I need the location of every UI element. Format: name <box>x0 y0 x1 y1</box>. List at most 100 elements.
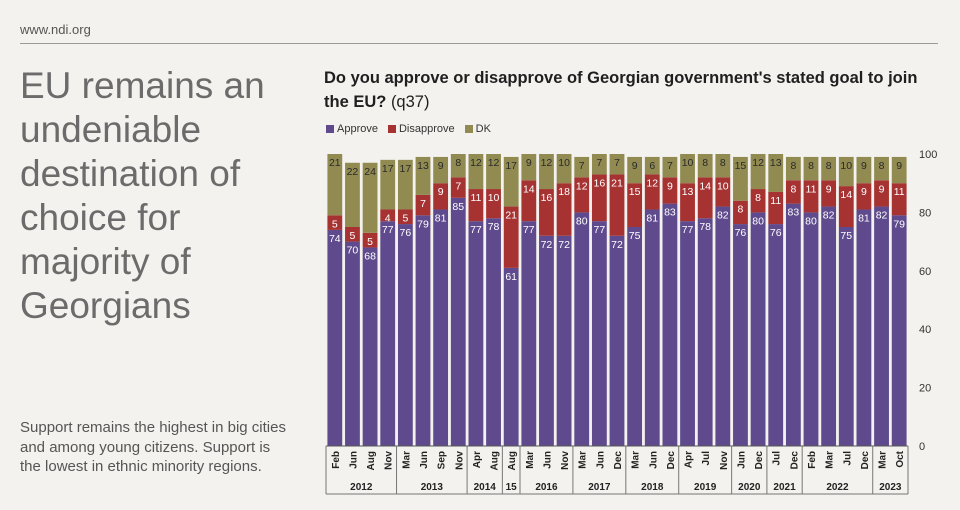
y-tick-label: 0 <box>919 441 925 453</box>
data-label-approve: 77 <box>682 224 694 236</box>
bar-dk-15 <box>591 154 607 175</box>
data-label-dk: 9 <box>632 160 638 172</box>
data-label-dk: 10 <box>682 157 694 169</box>
year-label: 2016 <box>535 482 558 493</box>
data-label-dk: 8 <box>455 157 461 169</box>
x-tick-label: Oct <box>895 450 906 467</box>
bar-approve-11 <box>521 221 537 446</box>
bar-approve-2 <box>362 247 378 446</box>
data-label-approve: 82 <box>876 210 888 222</box>
data-label-dk: 12 <box>488 157 500 169</box>
bar-disapprove-28 <box>821 180 837 207</box>
legend-item-dk: DK <box>464 123 491 135</box>
bar-dk-21 <box>697 154 713 178</box>
bar-dk-20 <box>680 154 695 184</box>
bar-approve-16 <box>609 235 625 446</box>
bar-dk-7 <box>450 154 466 178</box>
x-tick-label: Apr <box>684 451 695 468</box>
bar-approve-7 <box>450 197 466 446</box>
bar-dk-32 <box>891 156 907 184</box>
data-label-approve: 75 <box>629 230 641 242</box>
data-label-disapprove: 5 <box>367 236 373 248</box>
legend-label-approve: Approve <box>337 123 378 135</box>
year-label: 2021 <box>773 482 796 493</box>
data-label-dk: 15 <box>735 160 747 172</box>
data-label-approve: 78 <box>699 221 711 233</box>
year-label: 2022 <box>826 482 849 493</box>
data-label-dk: 12 <box>541 157 553 169</box>
bar-approve-30 <box>856 209 872 446</box>
bar-dk-18 <box>644 156 660 175</box>
bar-disapprove-18 <box>644 174 660 210</box>
bar-approve-6 <box>433 209 449 446</box>
x-tick-label: Aug <box>507 451 518 470</box>
bar-dk-2 <box>362 162 378 233</box>
data-label-approve: 77 <box>382 224 394 236</box>
y-tick-label: 100 <box>919 149 937 161</box>
bar-dk-11 <box>521 154 537 181</box>
bar-dk-13 <box>556 154 572 184</box>
bar-approve-23 <box>733 224 748 446</box>
bar-approve-20 <box>680 221 695 446</box>
bar-dk-29 <box>838 156 854 187</box>
data-label-approve: 81 <box>646 212 658 224</box>
x-tick-label: Aug <box>366 451 377 470</box>
data-label-dk: 8 <box>808 160 814 172</box>
bar-approve-25 <box>768 224 784 446</box>
bar-approve-17 <box>627 227 643 446</box>
x-tick-label: Jul <box>842 451 853 466</box>
data-label-approve: 77 <box>470 224 482 236</box>
bar-dk-30 <box>856 156 872 184</box>
year-label: 2013 <box>421 482 444 493</box>
data-label-approve: 61 <box>505 271 517 283</box>
bar-approve-10 <box>503 267 519 446</box>
bar-disapprove-14 <box>574 177 590 213</box>
year-label: 2012 <box>350 482 373 493</box>
bar-disapprove-27 <box>803 180 819 213</box>
data-label-dk: 7 <box>614 157 620 169</box>
data-label-dk: 8 <box>790 160 796 172</box>
data-label-dk: 17 <box>382 163 394 175</box>
bar-disapprove-8 <box>468 189 484 222</box>
x-tick-label: Nov <box>560 451 571 470</box>
data-label-disapprove: 12 <box>646 177 658 189</box>
bar-dk-27 <box>803 156 819 181</box>
bar-approve-29 <box>838 227 854 446</box>
data-label-dk: 6 <box>649 160 655 172</box>
x-tick-label: Aug <box>490 451 501 470</box>
data-label-approve: 79 <box>893 218 905 230</box>
data-label-disapprove: 11 <box>770 195 781 207</box>
bar-disapprove-5 <box>415 194 431 216</box>
data-label-approve: 76 <box>400 227 412 239</box>
bar-dk-9 <box>486 154 501 190</box>
year-label: 2018 <box>641 482 664 493</box>
data-label-dk: 8 <box>720 157 726 169</box>
x-tick-label: Dec <box>754 451 765 470</box>
site-url: www.ndi.org <box>20 22 91 37</box>
question-code: (q37) <box>390 93 430 111</box>
x-tick-label: Dec <box>613 451 624 470</box>
bar-approve-26 <box>785 203 801 446</box>
data-label-disapprove: 14 <box>840 189 852 201</box>
chart-legend: Approve Disapprove DK <box>326 123 491 135</box>
x-tick-label: Jul <box>701 451 712 466</box>
data-label-disapprove: 13 <box>682 186 694 198</box>
data-label-dk: 9 <box>896 160 902 172</box>
legend-label-dk: DK <box>475 123 491 135</box>
bar-dk-23 <box>733 156 748 201</box>
chart-title-text: Do you approve or disapprove of Georgian… <box>324 69 918 111</box>
data-label-disapprove: 4 <box>385 212 391 224</box>
data-label-disapprove: 21 <box>611 177 623 189</box>
data-label-disapprove: 9 <box>861 186 867 198</box>
bar-approve-21 <box>697 218 713 446</box>
data-label-disapprove: 9 <box>879 183 885 195</box>
bar-disapprove-31 <box>874 180 889 207</box>
bar-approve-12 <box>539 235 554 446</box>
bar-approve-19 <box>662 203 678 446</box>
data-label-dk: 17 <box>400 163 412 175</box>
x-tick-label: Jun <box>542 451 553 469</box>
bar-dk-10 <box>503 156 519 207</box>
bar-disapprove-13 <box>556 183 572 236</box>
x-tick-label: Mar <box>525 451 536 469</box>
data-label-approve: 77 <box>594 224 606 236</box>
